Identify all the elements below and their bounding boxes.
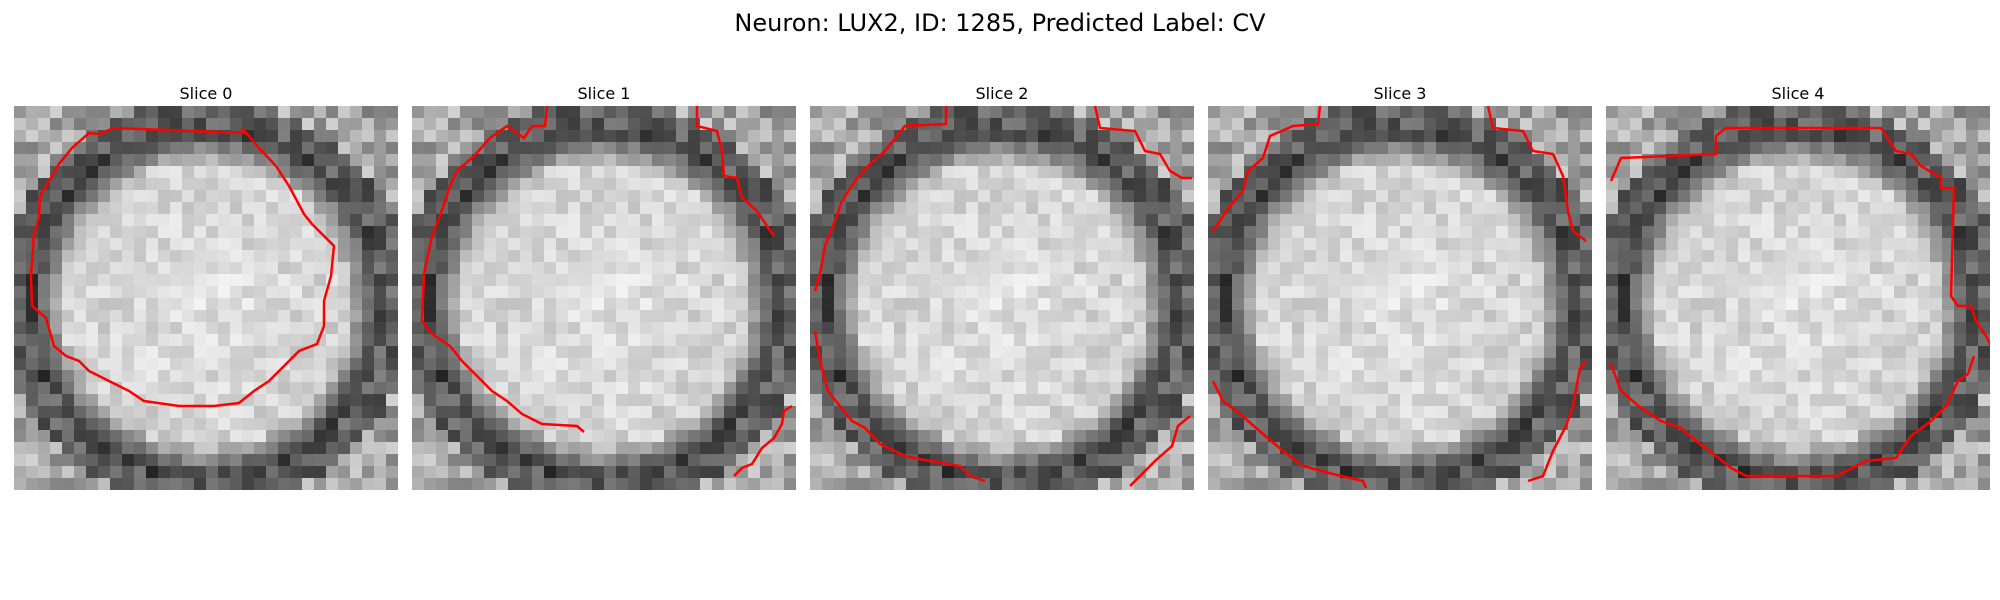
slice-panel-4: Slice 4: [1606, 106, 1990, 490]
slice-panel-2: Slice 2: [810, 106, 1194, 490]
slice-title: Slice 2: [810, 84, 1194, 104]
slice-image: [412, 106, 796, 490]
slice-panel-3: Slice 3: [1208, 106, 1592, 490]
slice-image: [1208, 106, 1592, 490]
slice-image: [14, 106, 398, 490]
slice-title: Slice 1: [412, 84, 796, 104]
slice-title: Slice 4: [1606, 84, 1990, 104]
slice-image: [810, 106, 1194, 490]
slice-panel-1: Slice 1: [412, 106, 796, 490]
slice-title: Slice 3: [1208, 84, 1592, 104]
slice-image: [1606, 106, 1990, 490]
figure-title: Neuron: LUX2, ID: 1285, Predicted Label:…: [0, 8, 2000, 38]
slice-title: Slice 0: [14, 84, 398, 104]
slice-panel-0: Slice 0: [14, 106, 398, 490]
